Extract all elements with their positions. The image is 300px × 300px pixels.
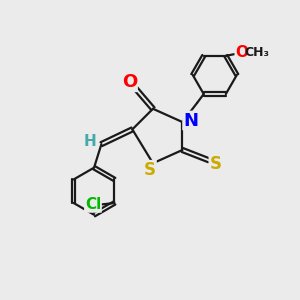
Text: O: O xyxy=(122,73,137,91)
Text: S: S xyxy=(144,161,156,179)
Text: N: N xyxy=(183,112,198,130)
Text: H: H xyxy=(84,134,97,149)
Text: Cl: Cl xyxy=(85,197,101,212)
Text: O: O xyxy=(235,45,248,60)
Text: S: S xyxy=(209,155,221,173)
Text: CH₃: CH₃ xyxy=(244,46,269,59)
